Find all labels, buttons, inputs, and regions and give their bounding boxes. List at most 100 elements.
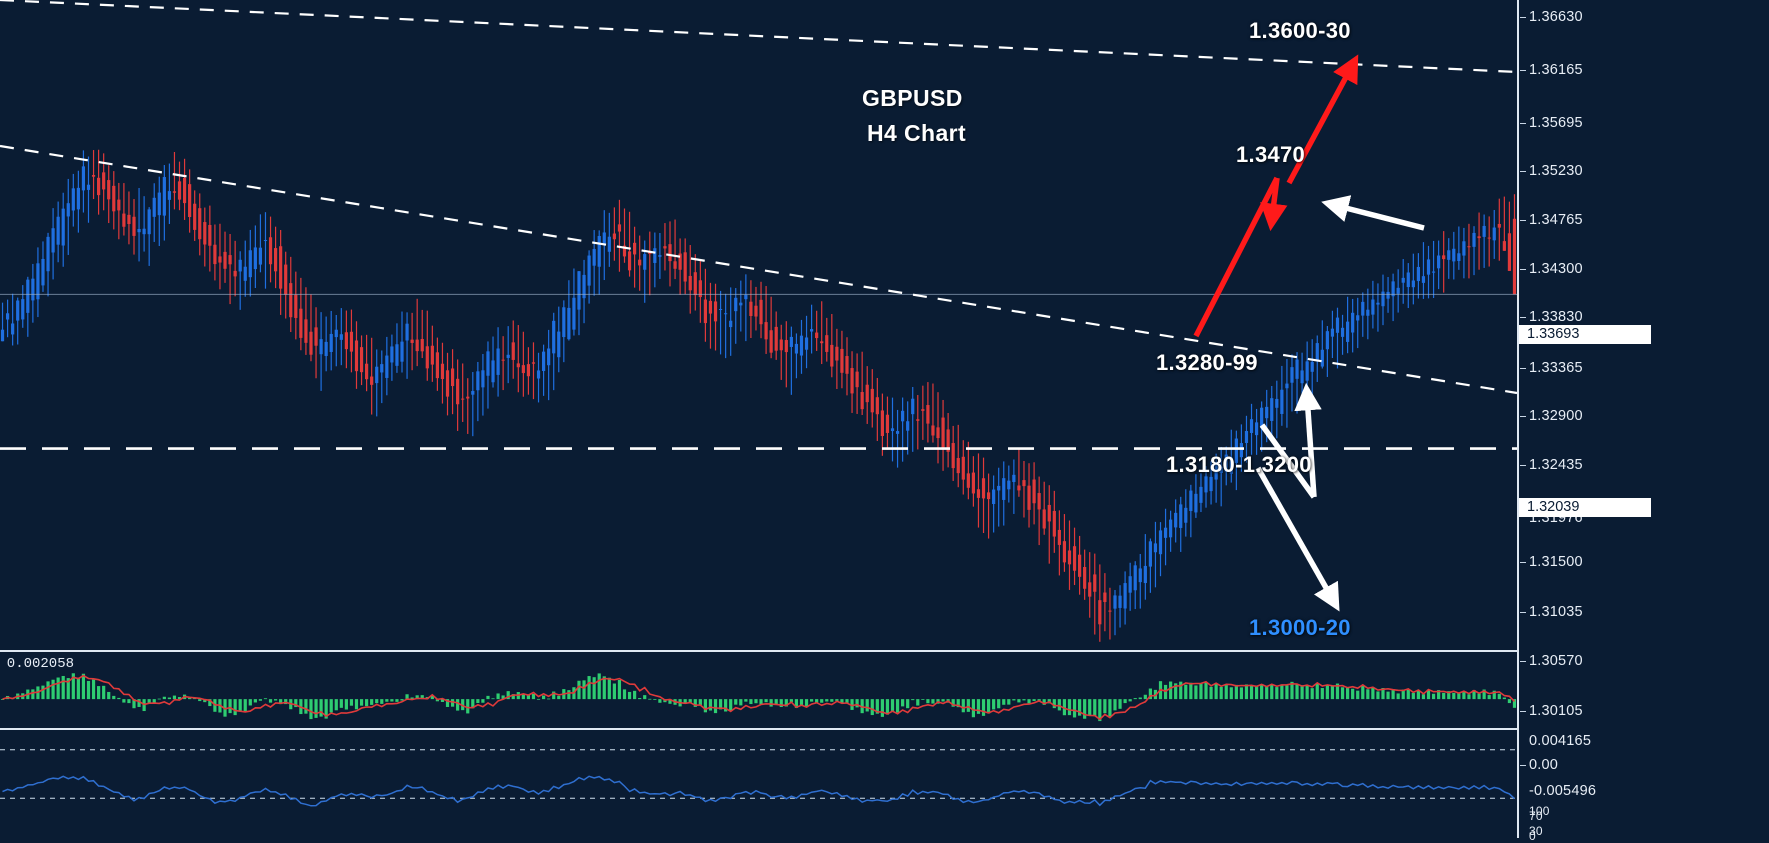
macd-bar bbox=[137, 699, 141, 707]
candlestick bbox=[582, 259, 586, 324]
candlestick bbox=[1275, 380, 1279, 439]
candlestick bbox=[273, 226, 278, 289]
candlestick bbox=[916, 395, 920, 450]
candlestick bbox=[724, 293, 728, 359]
macd-bar bbox=[855, 699, 859, 708]
macd-signal-line bbox=[2, 674, 1516, 721]
candlestick bbox=[1088, 552, 1092, 618]
macd-bar bbox=[122, 699, 126, 703]
macd-bar bbox=[1381, 687, 1385, 700]
candlestick bbox=[966, 441, 970, 500]
macd-bar bbox=[1421, 694, 1426, 700]
macd-bar bbox=[531, 693, 536, 700]
candlestick bbox=[658, 232, 662, 279]
macd-bar bbox=[491, 698, 495, 700]
macd-bar bbox=[1249, 685, 1254, 700]
macd-bar bbox=[708, 699, 713, 711]
macd-bar bbox=[188, 697, 192, 700]
candlestick bbox=[698, 261, 702, 323]
macd-bar bbox=[1007, 699, 1011, 705]
price-pane[interactable] bbox=[0, 0, 1518, 648]
macd-bar bbox=[66, 678, 70, 700]
macd-bar bbox=[1224, 685, 1228, 700]
arrow-bullish-impulse-seg1 bbox=[1260, 177, 1288, 232]
macd-bar bbox=[552, 691, 556, 700]
macd-bar bbox=[997, 699, 1001, 709]
macd-bar bbox=[911, 699, 915, 701]
macd-bar bbox=[941, 699, 945, 702]
candlestick bbox=[880, 393, 884, 456]
candlestick bbox=[577, 270, 581, 336]
macd-bar bbox=[238, 699, 242, 711]
macd-bar bbox=[1487, 695, 1491, 700]
candlestick bbox=[1376, 283, 1380, 332]
candlestick bbox=[461, 363, 465, 422]
macd-bar bbox=[1452, 692, 1456, 700]
macd-bar bbox=[1497, 693, 1501, 700]
macd-bar bbox=[830, 699, 834, 702]
macd-bar bbox=[1477, 693, 1481, 700]
rsi-pane[interactable] bbox=[0, 728, 1517, 838]
candlestick bbox=[420, 309, 424, 359]
macd-bar bbox=[582, 680, 586, 700]
macd-bar bbox=[435, 699, 440, 702]
macd-bar bbox=[633, 690, 637, 700]
macd-bar bbox=[1002, 699, 1006, 705]
candlestick bbox=[815, 310, 819, 351]
macd-bar bbox=[1401, 689, 1405, 700]
candlestick bbox=[440, 342, 445, 404]
candlestick bbox=[117, 182, 121, 240]
macd-bar bbox=[415, 695, 419, 700]
macd-bar bbox=[1340, 687, 1345, 700]
candlestick bbox=[1371, 280, 1375, 329]
candlestick bbox=[182, 158, 187, 220]
candlestick bbox=[678, 238, 682, 295]
candlestick bbox=[1497, 198, 1501, 261]
candlestick bbox=[718, 290, 723, 355]
macd-bar bbox=[1062, 699, 1067, 716]
macd-bar bbox=[718, 699, 723, 710]
candlestick bbox=[1022, 460, 1026, 518]
candlestick bbox=[1067, 520, 1072, 590]
candlestick bbox=[976, 453, 981, 528]
candlestick bbox=[1027, 463, 1031, 528]
candlestick bbox=[992, 475, 996, 533]
candlestick bbox=[653, 232, 657, 288]
candlestick bbox=[425, 310, 429, 381]
candlestick bbox=[41, 241, 45, 292]
candlestick bbox=[91, 150, 96, 200]
macd-bar bbox=[1254, 685, 1259, 700]
macd-bar bbox=[764, 699, 768, 703]
price-axis[interactable]: 1.36630 1.36165 1.35695 1.35230 1.34765 1.343… bbox=[1517, 0, 1769, 843]
macd-bar bbox=[1219, 686, 1223, 700]
macd-bar bbox=[850, 699, 854, 710]
arrow-pullback-rebound-seg0 bbox=[1321, 195, 1425, 231]
candlestick bbox=[648, 231, 652, 296]
price-axis-tick: 1.35230 bbox=[1520, 163, 1583, 179]
macd-bar bbox=[1234, 684, 1238, 700]
candlestick bbox=[193, 190, 197, 241]
candlestick bbox=[1184, 489, 1188, 537]
macd-bar bbox=[1244, 684, 1249, 700]
macd-pane[interactable]: 8 0.002058 bbox=[0, 650, 1517, 726]
candlestick bbox=[1148, 538, 1152, 593]
macd-bar bbox=[1300, 685, 1304, 700]
candlestick bbox=[1431, 240, 1436, 298]
candlestick bbox=[167, 163, 171, 224]
macd-bar bbox=[648, 698, 652, 700]
macd-bar bbox=[1229, 687, 1233, 700]
candlestick bbox=[688, 245, 692, 314]
macd-bar bbox=[1103, 699, 1107, 714]
candlestick bbox=[263, 212, 268, 289]
macd-bar bbox=[405, 694, 409, 700]
macd-bar bbox=[56, 677, 60, 700]
macd-bar bbox=[1507, 699, 1512, 704]
candlestick bbox=[1320, 320, 1324, 369]
macd-bar bbox=[1265, 685, 1269, 700]
candlestick bbox=[496, 327, 500, 397]
macd-bar bbox=[91, 679, 96, 700]
candlestick bbox=[258, 214, 263, 273]
price-axis-tick: 1.30105 bbox=[1520, 703, 1583, 719]
arrow-retrace-up-seg1 bbox=[1294, 382, 1322, 498]
candlestick bbox=[1467, 223, 1471, 279]
